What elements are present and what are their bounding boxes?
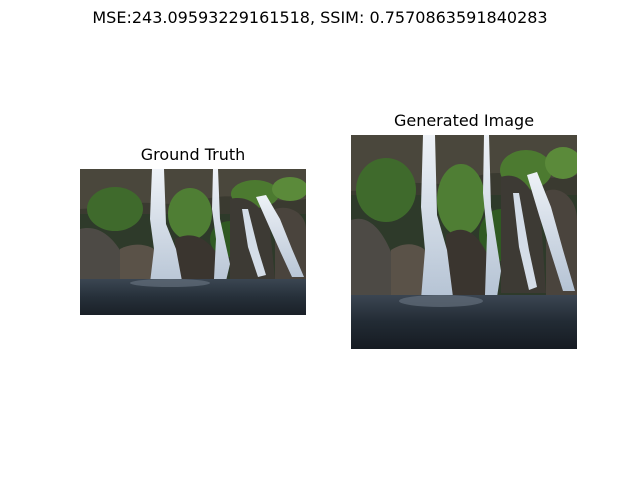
waterfall-photo: [351, 135, 577, 349]
waterfall-photo: [80, 169, 306, 315]
ground-truth-title: Ground Truth: [140, 145, 246, 164]
generated-image-title: Generated Image: [393, 111, 535, 130]
ground-truth-image: [80, 169, 306, 315]
generated-image: [351, 135, 577, 349]
figure-title: MSE:243.09593229161518, SSIM: 0.75708635…: [92, 8, 548, 27]
